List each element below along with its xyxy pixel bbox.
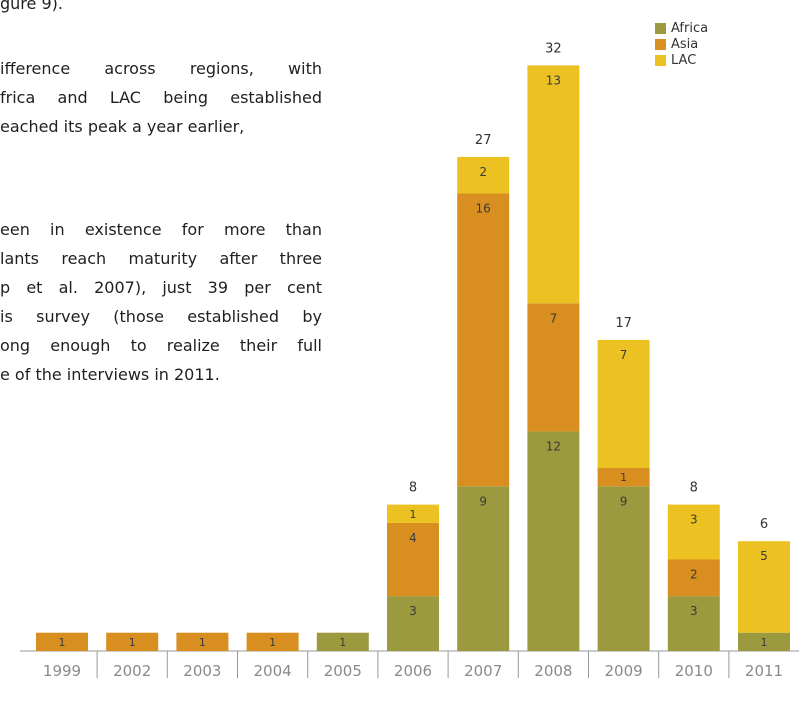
bar-segment-africa <box>527 431 580 651</box>
legend-label-asia: Asia <box>671 36 699 52</box>
bar-value-label: 1 <box>199 636 206 649</box>
legend-swatch-asia <box>655 38 666 50</box>
body-text-line: p et al. 2007), just 39 per cent <box>0 278 322 297</box>
bar-value-label: 1 <box>761 636 768 649</box>
body-text: gure 9). ifference across regions, with … <box>0 0 330 420</box>
x-tick-label: 2008 <box>534 662 572 680</box>
bar-total-label: 8 <box>409 481 417 496</box>
legend-swatch-africa <box>655 22 666 34</box>
bar-segment-lac <box>387 504 439 523</box>
legend-item-lac: LAC <box>655 52 708 68</box>
bar-value-label: 12 <box>546 439 561 453</box>
legend-swatch-lac <box>655 54 666 66</box>
bar-segment-africa <box>387 596 439 651</box>
bar-segment-africa <box>667 596 720 651</box>
bar-value-label: 2 <box>690 568 698 582</box>
bar-value-label: 1 <box>59 636 66 649</box>
bar-total-label: 32 <box>545 41 562 56</box>
bar-value-label: 4 <box>409 531 417 545</box>
x-tick-label: 2005 <box>324 662 362 680</box>
bar-value-label: 2 <box>479 165 487 179</box>
bar-value-label: 9 <box>479 494 487 508</box>
bar-segment-asia <box>106 632 159 651</box>
bar-segment-asia <box>667 559 720 597</box>
body-text-line: een in existence for more than <box>0 220 322 239</box>
bar-segment-asia <box>176 632 229 651</box>
bar-segment-asia <box>246 632 299 651</box>
bar-segment-africa <box>738 632 790 651</box>
x-tick-label: 1999 <box>43 662 81 680</box>
bar-value-label: 3 <box>690 604 698 618</box>
bar-value-label: 13 <box>546 73 561 87</box>
bar-value-label: 1 <box>339 636 346 649</box>
body-text-line: e of the interviews in 2011. <box>0 365 220 384</box>
bar-total-label: 27 <box>475 133 492 148</box>
bar-value-label: 1 <box>620 471 627 484</box>
bar-value-label: 16 <box>476 202 491 216</box>
bar-total-label: 8 <box>690 481 698 496</box>
body-text-line: is survey (those established by <box>0 307 322 326</box>
legend-label-lac: LAC <box>671 52 697 68</box>
x-tick-label: 2004 <box>254 662 292 680</box>
bar-value-label: 3 <box>690 513 698 527</box>
bar-segment-asia <box>457 193 510 487</box>
body-text-line: frica and LAC being established <box>0 88 322 107</box>
body-text-line: ifference across regions, with <box>0 59 322 78</box>
body-text-line: gure 9). <box>0 0 63 13</box>
chart-legend: Africa Asia LAC <box>655 20 708 68</box>
x-tick-label: 2006 <box>394 662 432 680</box>
x-tick-label: 2002 <box>113 662 151 680</box>
bar-segment-lac <box>597 339 650 468</box>
legend-item-asia: Asia <box>655 36 708 52</box>
bar-value-label: 7 <box>550 311 558 325</box>
bar-segment-asia <box>527 303 580 432</box>
bar-value-label: 1 <box>410 508 417 521</box>
bar-segment-africa <box>316 632 369 651</box>
bar-segment-asia <box>597 468 650 487</box>
bar-segment-asia <box>36 632 88 651</box>
bar-value-label: 3 <box>409 604 417 618</box>
x-tick-label: 2007 <box>464 662 502 680</box>
body-text-line: eached its peak a year earlier, <box>0 117 245 136</box>
bar-total-label: 17 <box>615 316 632 331</box>
x-tick-label: 2010 <box>675 662 713 680</box>
bar-segment-africa <box>457 486 510 651</box>
bar-segment-lac <box>667 504 720 560</box>
bar-value-label: 9 <box>620 494 628 508</box>
bar-total-label: 6 <box>760 517 768 532</box>
bar-value-label: 5 <box>760 549 768 563</box>
x-tick-label: 2003 <box>183 662 221 680</box>
body-text-line: ong enough to realize their full <box>0 336 322 355</box>
bar-segment-africa <box>597 486 650 651</box>
bar-segment-lac <box>738 541 790 633</box>
bar-value-label: 1 <box>129 636 136 649</box>
bar-segment-lac <box>527 65 580 304</box>
bar-segment-asia <box>387 522 439 597</box>
bar-value-label: 1 <box>269 636 276 649</box>
body-text-line: lants reach maturity after three <box>0 249 322 268</box>
bar-value-label: 7 <box>620 348 628 362</box>
legend-label-africa: Africa <box>671 20 709 36</box>
x-tick-label: 2011 <box>745 662 783 680</box>
x-tick-label: 2009 <box>605 662 643 680</box>
bar-segment-lac <box>457 156 510 194</box>
legend-item-africa: Africa <box>655 20 708 36</box>
